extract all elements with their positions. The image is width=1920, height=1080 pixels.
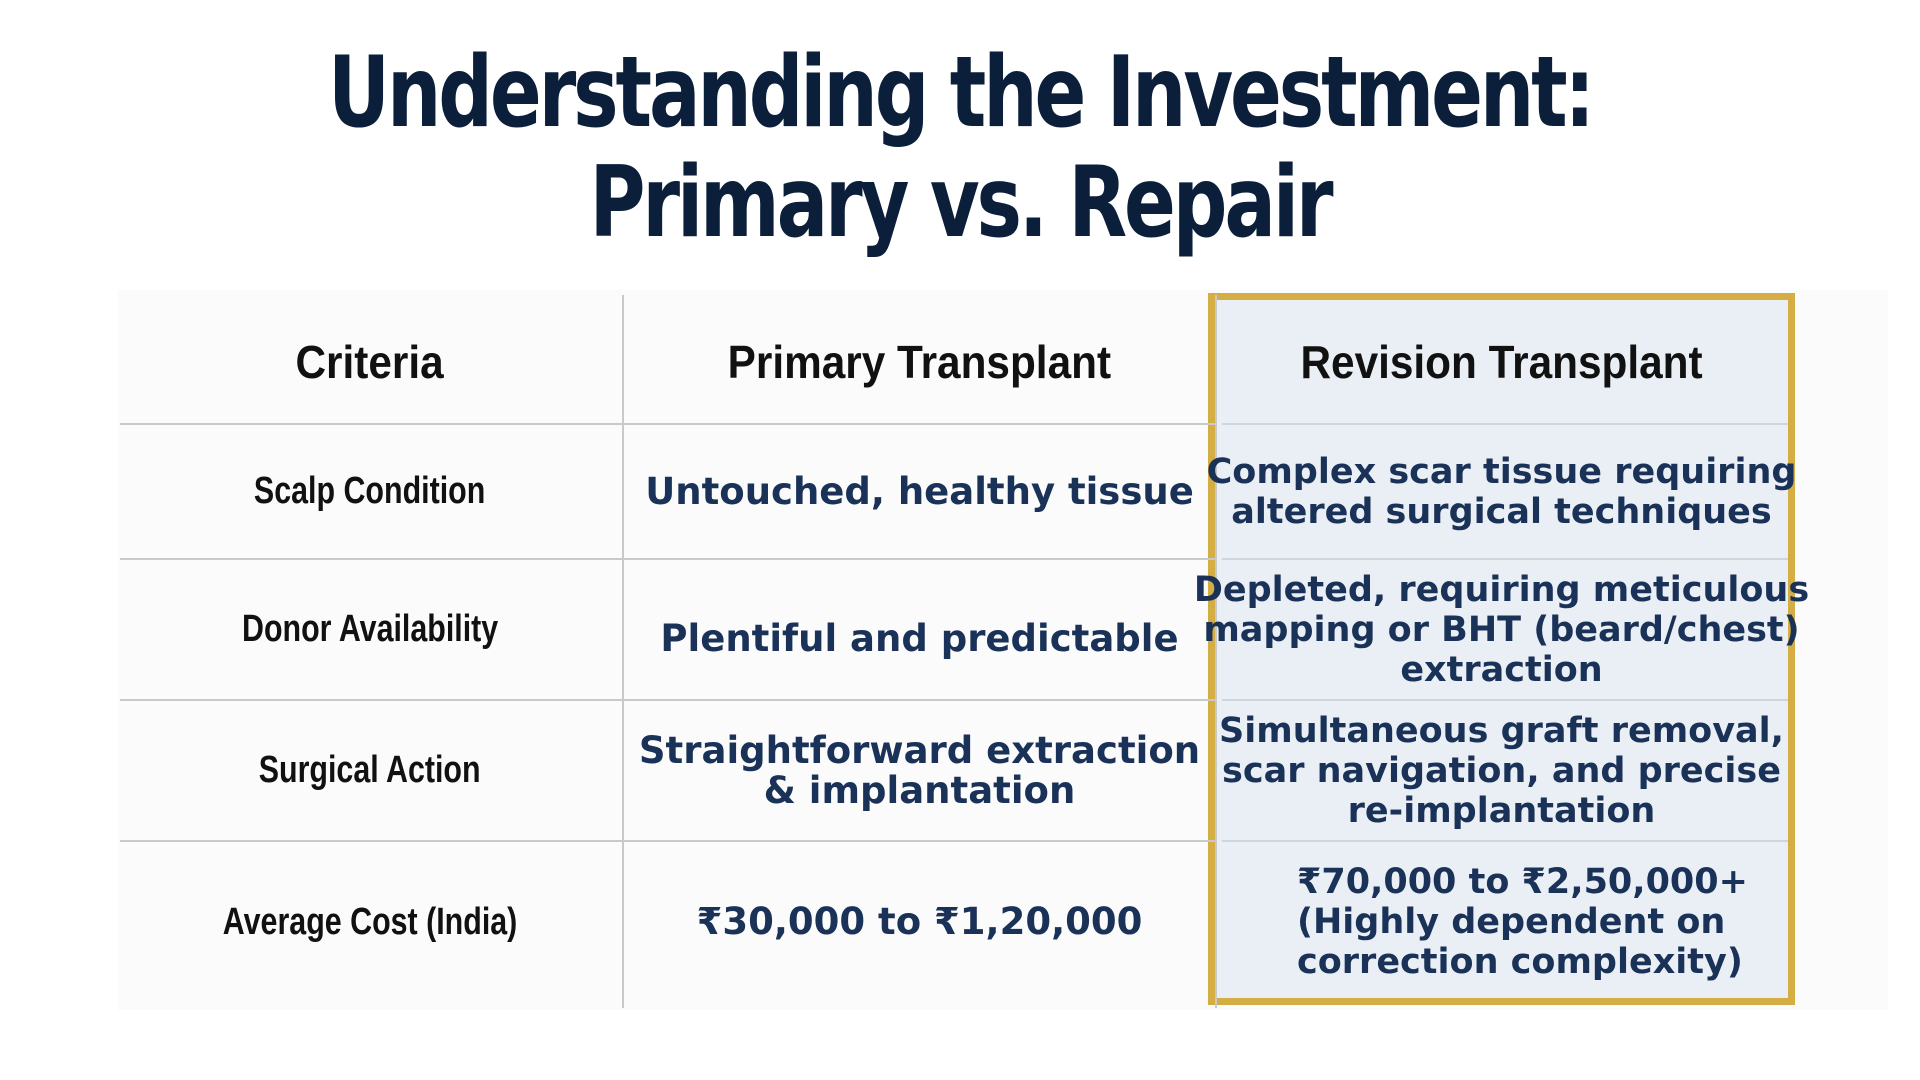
row-divider (1222, 423, 1788, 425)
header-criteria: Criteria (295, 335, 445, 388)
header-revision-transplant: Revision Transplant (1300, 335, 1703, 388)
row-divider (120, 699, 1215, 701)
column-divider (1215, 295, 1217, 1008)
primary-value-line: Plentiful and predictable (660, 616, 1179, 660)
row-divider (1222, 840, 1788, 842)
row-divider (1222, 699, 1788, 701)
column-divider (622, 295, 624, 1008)
revision-value-line: altered surgical techniques (1231, 491, 1772, 532)
row-divider (120, 558, 1215, 560)
row-divider (120, 840, 1215, 842)
primary-value-line: Straightforward extraction (638, 728, 1201, 772)
table-row-criteria: Scalp Condition (120, 425, 620, 558)
title-line-1: Understanding the Investment: (328, 36, 1595, 150)
header-cell-revision: Revision Transplant (1215, 300, 1788, 423)
revision-value-line: Simultaneous graft removal, (1219, 710, 1784, 751)
revision-value-line: extraction (1400, 649, 1603, 690)
primary-value-cell: Untouched, healthy tissue (624, 425, 1215, 558)
primary-value-line: Untouched, healthy tissue (645, 469, 1194, 513)
revision-value-line: Complex scar tissue requiring (1206, 451, 1797, 492)
primary-value-cell: ₹30,000 to ₹1,20,000 (624, 842, 1215, 1002)
table-row-criteria: Donor Availability (120, 560, 620, 699)
revision-value-cell: Simultaneous graft removal, scar navigat… (1215, 701, 1788, 840)
criteria-label: Surgical Action (259, 749, 481, 791)
criteria-label: Scalp Condition (254, 470, 486, 512)
row-divider (1222, 558, 1788, 560)
revision-value-cell: Complex scar tissue requiring altered su… (1207, 425, 1797, 558)
revision-value-cell: ₹70,000 to ₹2,50,000+ (Highly dependent … (1215, 842, 1788, 1002)
revision-value-line: ₹70,000 to ₹2,50,000+ (1297, 862, 1748, 902)
criteria-label: Donor Availability (241, 608, 499, 650)
table-row-criteria: Surgical Action (120, 701, 620, 840)
header-cell-criteria: Criteria (120, 300, 620, 423)
table-row-criteria: Average Cost (India) (120, 842, 620, 1002)
revision-value-line: mapping or BHT (beard/chest) (1203, 609, 1800, 650)
primary-value-cell: Straightforward extraction & implantatio… (624, 701, 1215, 840)
row-divider (120, 423, 1215, 425)
title-line-2: Primary vs. Repair (589, 146, 1333, 260)
revision-column-highlight (1208, 293, 1795, 1005)
header-primary-transplant: Primary Transplant (727, 335, 1112, 388)
page-title: Understanding the Investment: Primary vs… (211, 38, 1709, 258)
header-cell-primary: Primary Transplant (624, 300, 1215, 423)
revision-value-cell: Depleted, requiring meticulous mapping o… (1194, 560, 1809, 699)
criteria-label: Average Cost (India) (222, 900, 518, 943)
primary-value-line: ₹30,000 to ₹1,20,000 (696, 900, 1143, 943)
primary-value-cell: Plentiful and predictable (624, 560, 1215, 699)
revision-value-line: (Highly dependent on (1297, 902, 1726, 942)
revision-value-line: Depleted, requiring meticulous (1193, 569, 1810, 610)
revision-value-line: correction complexity) (1297, 942, 1743, 982)
revision-value-line: scar navigation, and precise (1222, 750, 1781, 791)
primary-value-line: & implantation (763, 768, 1076, 812)
revision-value-line: re-implantation (1347, 790, 1656, 831)
